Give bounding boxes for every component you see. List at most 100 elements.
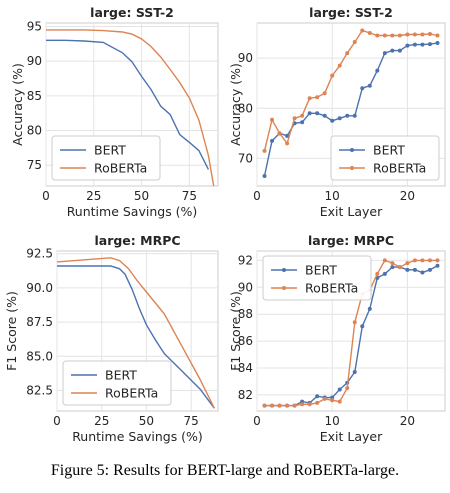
data-point-bert (397, 48, 402, 53)
data-point-roberta (262, 148, 267, 153)
legend-label-roberta: RoBERTa (94, 161, 147, 176)
chart-title: large: SST-2 (90, 5, 174, 20)
chart-4: 0 10 20 82 84 86 88 90 92 large: MRPC Exit Layer F1… (228, 233, 446, 444)
series-group (46, 29, 215, 186)
data-point-roberta (322, 396, 327, 401)
data-point-roberta (427, 32, 432, 37)
y-tick-label: 82 (238, 388, 253, 402)
legend-label-roberta: RoBERTa (105, 386, 158, 401)
x-tick-label: 25 (86, 189, 101, 203)
series-group (262, 28, 440, 178)
legend: BERT RoBERTa (262, 255, 372, 301)
x-tick-label: 75 (182, 189, 197, 203)
data-point-roberta (375, 33, 380, 38)
data-point-roberta (277, 403, 282, 408)
data-point-bert (352, 113, 357, 118)
x-tick-label: 10 (325, 189, 340, 203)
data-point-bert (375, 68, 380, 73)
data-point-roberta (322, 91, 327, 96)
data-point-roberta (382, 258, 387, 263)
legend-marker-roberta (350, 166, 354, 170)
x-axis-label: Exit Layer (320, 429, 383, 444)
series-line-bert (57, 265, 215, 409)
x-tick-label: 75 (184, 414, 199, 428)
y-tick-label: 92 (238, 253, 253, 267)
data-point-bert (337, 116, 342, 121)
y-axis-label: F1 Score (%) (228, 291, 243, 371)
data-point-bert (262, 173, 267, 178)
y-tick-label: 86 (238, 334, 253, 348)
figure-caption: Figure 5: Results for BERT-large and RoB… (50, 462, 400, 479)
figure: 0 25 50 75 75 80 85 90 95 large: SST-2 Runtime Sav… (4, 5, 446, 444)
x-tick-label: 20 (400, 189, 415, 203)
series-line-roberta (57, 257, 216, 409)
data-point-bert (420, 270, 425, 275)
data-point-roberta (435, 258, 440, 263)
legend-box (51, 135, 161, 181)
y-tick-label: 90 (238, 51, 253, 65)
data-point-roberta (270, 403, 275, 408)
x-tick-label: 0 (42, 189, 50, 203)
data-point-roberta (397, 265, 402, 270)
y-tick-label: 80 (27, 124, 42, 138)
y-tick-label: 87.5 (26, 315, 53, 329)
x-axis-label: Runtime Savings (%) (72, 429, 203, 444)
y-tick-label: 88 (238, 307, 253, 321)
data-point-bert (382, 271, 387, 276)
data-point-bert (412, 42, 417, 47)
y-tick-label: 90 (27, 54, 42, 68)
data-point-roberta (405, 261, 410, 266)
data-point-roberta (412, 258, 417, 263)
y-tick-label: 82.5 (26, 383, 53, 397)
data-point-bert (420, 42, 425, 47)
chart-1: 0 25 50 75 75 80 85 90 95 large: SST-2 Runtime Sav… (10, 5, 219, 219)
data-point-bert (300, 120, 305, 125)
data-point-bert (412, 267, 417, 272)
data-point-roberta (405, 32, 410, 37)
data-point-roberta (382, 33, 387, 38)
data-point-bert (435, 41, 440, 46)
data-point-roberta (292, 116, 297, 121)
y-tick-label: 70 (238, 151, 253, 165)
data-point-bert (307, 111, 312, 116)
data-point-roberta (285, 141, 290, 146)
y-tick-label: 90.0 (26, 281, 53, 295)
data-point-bert (390, 265, 395, 270)
data-point-roberta (330, 398, 335, 403)
y-tick-label: 85.0 (26, 349, 53, 363)
y-tick-label: 90 (238, 280, 253, 294)
data-point-roberta (330, 73, 335, 78)
chart-3: 0 25 50 75 82.5 85.0 87.5 90.0 92.5 large: MRPC Ru… (4, 233, 219, 444)
y-axis-label: F1 Score (%) (4, 291, 19, 371)
legend-marker-bert (282, 268, 286, 272)
data-point-bert (435, 263, 440, 268)
y-tick-label: 85 (27, 89, 42, 103)
legend-marker-bert (350, 148, 354, 152)
legend: BERT RoBERTa (51, 135, 161, 181)
x-tick-label: 0 (253, 414, 261, 428)
chart-title: large: SST-2 (309, 5, 393, 20)
x-axis-label: Runtime Savings (%) (67, 204, 198, 219)
series-line-bert (46, 39, 210, 170)
data-point-roberta (292, 403, 297, 408)
x-tick-label: 25 (94, 414, 109, 428)
data-point-bert (390, 48, 395, 53)
data-point-roberta (375, 271, 380, 276)
chart-2: 0 10 20 70 80 90 large: SST-2 Exit Layer Accurac… (228, 5, 446, 219)
data-point-bert (322, 113, 327, 118)
y-tick-label: 92.5 (26, 247, 53, 261)
legend-box (330, 135, 440, 181)
x-tick-label: 50 (134, 189, 149, 203)
data-point-roberta (412, 32, 417, 37)
data-point-roberta (420, 32, 425, 37)
legend-label-bert: BERT (373, 143, 405, 158)
data-point-roberta (307, 402, 312, 407)
x-tick-label: 0 (253, 189, 261, 203)
legend-label-roberta: RoBERTa (373, 161, 426, 176)
data-point-roberta (315, 95, 320, 100)
data-point-bert (352, 370, 357, 375)
y-axis-label: Accuracy (%) (10, 63, 25, 146)
legend-box (62, 360, 172, 406)
data-point-bert (405, 43, 410, 48)
data-point-bert (427, 42, 432, 47)
